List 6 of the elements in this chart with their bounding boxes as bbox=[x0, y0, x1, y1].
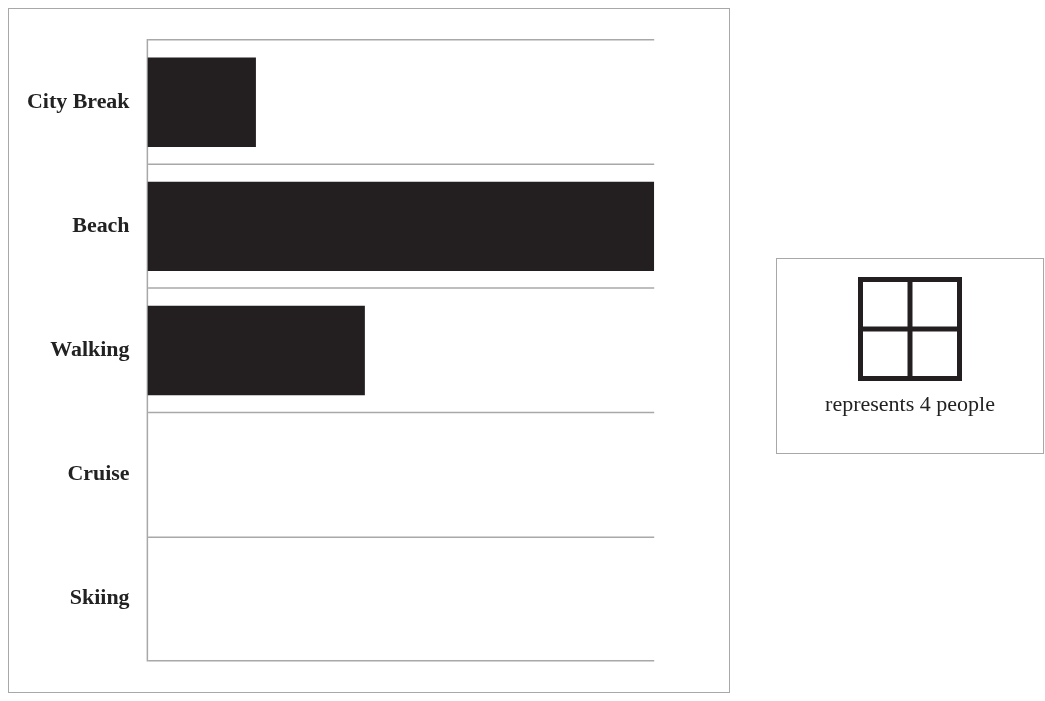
y-tick-label: Beach bbox=[72, 212, 130, 238]
y-tick-label: City Break bbox=[27, 87, 131, 113]
y-tick-label: Skiing bbox=[69, 584, 130, 610]
text: represents 4 people bbox=[824, 391, 996, 417]
y-tick-label: Walking bbox=[50, 336, 130, 362]
y-tick-label: Cruise bbox=[67, 460, 130, 486]
